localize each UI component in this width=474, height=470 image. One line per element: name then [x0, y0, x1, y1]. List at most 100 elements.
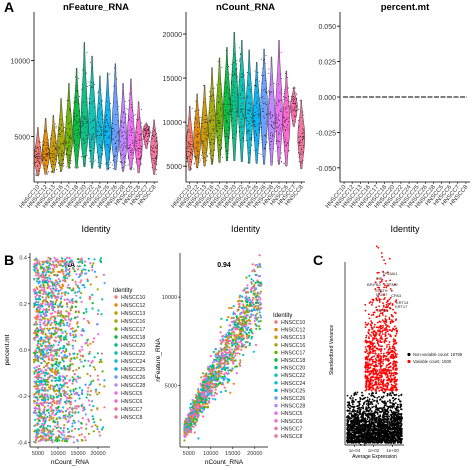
violin-point	[255, 79, 257, 81]
point	[63, 355, 66, 358]
violin-point	[155, 137, 157, 139]
violin-point	[226, 121, 228, 123]
point	[66, 277, 69, 280]
point	[45, 296, 48, 299]
violin-point	[211, 109, 213, 111]
violin-point	[190, 151, 192, 153]
violin-point	[146, 132, 147, 134]
violin-point	[74, 101, 76, 103]
violin-point	[139, 133, 141, 135]
violin-point	[271, 121, 273, 123]
point	[219, 325, 222, 329]
point	[99, 418, 102, 421]
violin-point	[225, 91, 227, 93]
point	[197, 437, 200, 440]
violin-point	[247, 95, 249, 97]
point	[41, 410, 44, 413]
violin-point	[100, 134, 102, 136]
point	[84, 272, 87, 275]
point	[44, 336, 47, 339]
violin-point	[292, 96, 294, 98]
point	[58, 311, 61, 315]
point	[36, 314, 39, 317]
violin-point	[100, 155, 102, 157]
violin-point	[298, 143, 300, 145]
violin-point	[251, 125, 253, 126]
point	[59, 319, 62, 322]
point	[65, 349, 68, 353]
point	[89, 283, 92, 286]
point	[42, 430, 45, 433]
violin-point	[213, 129, 215, 130]
violin-point	[257, 140, 259, 142]
violin-point	[141, 155, 143, 157]
point	[39, 325, 42, 329]
point	[257, 304, 260, 308]
violin-point	[279, 110, 281, 112]
point	[44, 324, 47, 327]
point	[54, 379, 57, 382]
violin-point	[83, 115, 85, 117]
violin-point	[144, 130, 146, 131]
violin-point	[75, 96, 77, 98]
point	[80, 391, 84, 394]
violin-point	[91, 127, 93, 129]
violin-point	[50, 139, 52, 141]
violin-point	[97, 122, 99, 124]
point	[56, 400, 59, 403]
legend-entry: HNSCC26	[121, 375, 145, 381]
violin-point	[155, 164, 157, 166]
point	[50, 296, 54, 299]
point	[210, 392, 213, 395]
point	[46, 276, 50, 279]
violin-point	[139, 145, 141, 147]
violin-point	[227, 136, 229, 138]
violin-point	[262, 101, 264, 103]
point	[56, 440, 59, 443]
violin-point	[263, 117, 265, 119]
y-tick-label: 15000	[163, 76, 183, 83]
point	[58, 387, 61, 391]
violin-point	[39, 162, 41, 164]
violin-point	[54, 135, 56, 137]
violin-point	[90, 61, 92, 63]
violin-point	[271, 140, 273, 142]
point	[248, 344, 251, 347]
violin-point	[236, 111, 238, 112]
point	[71, 260, 74, 263]
point	[257, 316, 260, 319]
violin-point	[147, 136, 149, 138]
point	[232, 326, 235, 329]
point	[81, 259, 84, 262]
point	[194, 404, 197, 407]
point	[78, 397, 81, 400]
violin-point	[129, 118, 130, 120]
point	[60, 367, 63, 370]
point	[93, 356, 96, 359]
y-tick-label: -0.050	[316, 166, 336, 173]
point	[50, 344, 53, 347]
violin-point	[154, 141, 156, 143]
violin-point	[186, 166, 188, 167]
legend-entry: HNSCC16	[121, 319, 145, 325]
violin-point	[299, 140, 301, 142]
violin-point	[191, 161, 192, 163]
violin-point	[147, 130, 149, 132]
point	[225, 355, 228, 359]
violin-point	[242, 108, 244, 110]
point	[38, 389, 41, 392]
point	[47, 386, 51, 389]
violin-point	[285, 108, 287, 110]
violin-point	[276, 117, 278, 118]
violin-point	[105, 126, 107, 128]
violin-point	[88, 112, 90, 114]
y-tick-label: 0.0	[19, 348, 27, 354]
violin-point	[206, 129, 208, 131]
point	[66, 365, 69, 368]
violin-point	[53, 144, 55, 146]
point	[209, 355, 212, 358]
violin-point	[100, 104, 102, 106]
point	[58, 280, 62, 283]
violin-point	[187, 125, 188, 127]
point	[54, 289, 58, 292]
